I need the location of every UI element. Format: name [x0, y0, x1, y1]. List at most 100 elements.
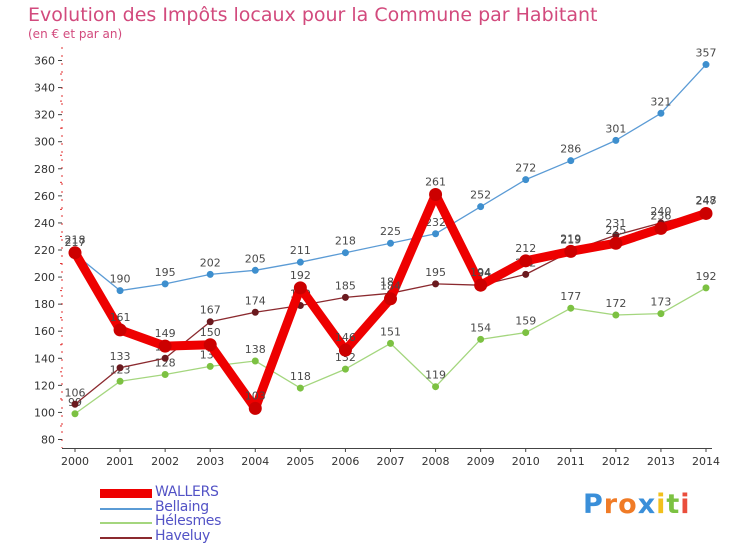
x-tick-label: 2006: [331, 455, 359, 468]
logo-letter: t: [666, 489, 681, 520]
data-point: [654, 221, 668, 235]
data-point: [522, 176, 530, 184]
data-label: 138: [245, 343, 266, 356]
data-label: 301: [605, 122, 626, 135]
data-point: [609, 236, 623, 250]
x-tick-label: 2004: [241, 455, 269, 468]
data-point: [702, 61, 710, 69]
x-tick-label: 2007: [377, 455, 405, 468]
data-label: 225: [380, 225, 401, 238]
data-label: 321: [650, 95, 671, 108]
data-point: [116, 364, 124, 372]
legend-label: Hélesmes: [155, 513, 222, 529]
data-point: [251, 308, 259, 316]
series-line-bellaing: [74, 63, 707, 292]
data-point: [338, 343, 352, 357]
data-point: [387, 239, 394, 247]
x-tick-label: 2002: [151, 455, 179, 468]
y-tick-label: 280: [34, 163, 55, 176]
data-label: 174: [245, 294, 266, 307]
data-label: 218: [335, 235, 356, 248]
legend-swatch: [100, 522, 152, 524]
data-point: [203, 338, 217, 352]
data-point: [384, 292, 397, 306]
x-tick-label: 2005: [286, 455, 314, 468]
data-label: 177: [560, 290, 581, 303]
legend-label: WALLERS: [155, 484, 219, 500]
data-point: [567, 304, 575, 312]
legend-swatch: [100, 489, 152, 498]
data-point: [251, 266, 259, 274]
legend-label: Bellaing: [155, 498, 209, 515]
x-tick-label: 2003: [196, 455, 224, 468]
data-point: [612, 311, 620, 319]
y-tick-label: 260: [34, 190, 55, 203]
data-label: 192: [290, 269, 311, 282]
chart-subtitle: (en € et par an): [28, 27, 123, 41]
logo-letter: r: [603, 489, 619, 520]
data-point: [293, 281, 307, 295]
data-point: [522, 329, 530, 337]
data-label: 218: [65, 234, 86, 247]
data-label: 231: [605, 217, 626, 230]
data-label: 159: [515, 315, 536, 328]
data-label: 232: [425, 216, 446, 229]
legend-label: Haveluy: [155, 527, 210, 544]
data-label: 272: [515, 162, 536, 175]
data-point: [702, 284, 710, 292]
data-point: [71, 400, 79, 408]
data-point: [657, 310, 665, 318]
data-label: 161: [110, 311, 131, 324]
data-label: 190: [110, 273, 131, 286]
y-tick-label: 220: [34, 244, 55, 257]
data-label: 286: [560, 143, 581, 156]
x-tick-label: 2010: [512, 455, 540, 468]
y-tick-label: 360: [34, 55, 55, 68]
data-point: [432, 280, 440, 288]
data-label: 219: [560, 233, 581, 246]
y-tick-label: 320: [34, 109, 55, 122]
data-label: 119: [425, 369, 446, 382]
data-point: [432, 383, 440, 391]
data-point: [206, 318, 214, 326]
data-label: 212: [515, 242, 536, 255]
data-label: 225: [605, 224, 626, 237]
data-point: [206, 270, 214, 278]
data-point: [116, 377, 124, 385]
data-point: [71, 410, 79, 418]
data-point: [161, 280, 169, 288]
x-tick-label: 2013: [647, 455, 675, 468]
data-label: 240: [650, 205, 671, 218]
x-tick-label: 2014: [692, 455, 720, 468]
x-tick-label: 2012: [602, 455, 630, 468]
legend-swatch: [100, 536, 152, 539]
data-label: 172: [605, 297, 626, 310]
y-tick-label: 200: [34, 271, 55, 284]
y-tick-label: 100: [34, 406, 55, 419]
data-label: 150: [200, 326, 221, 339]
data-point: [519, 254, 533, 268]
data-point: [116, 287, 124, 295]
data-label: 252: [470, 189, 491, 202]
data-point: [296, 384, 304, 392]
y-tick-label: 340: [34, 82, 55, 95]
data-point: [432, 230, 440, 238]
y-tick-label: 80: [41, 434, 55, 447]
data-label: 192: [696, 270, 717, 283]
data-point: [522, 270, 530, 278]
y-tick-label: 180: [34, 298, 55, 311]
data-point: [564, 244, 578, 258]
legend-swatch: [100, 507, 152, 510]
data-point: [341, 293, 349, 301]
data-point: [699, 206, 713, 220]
logo-letter: i: [656, 489, 667, 520]
logo-letter: o: [618, 489, 638, 520]
data-point: [161, 354, 169, 362]
data-label: 185: [335, 279, 356, 292]
data-label: 195: [155, 266, 176, 279]
data-point: [296, 258, 304, 266]
data-label: 261: [425, 176, 446, 189]
data-label: 132: [335, 351, 356, 364]
x-tick-label: 2011: [557, 455, 585, 468]
